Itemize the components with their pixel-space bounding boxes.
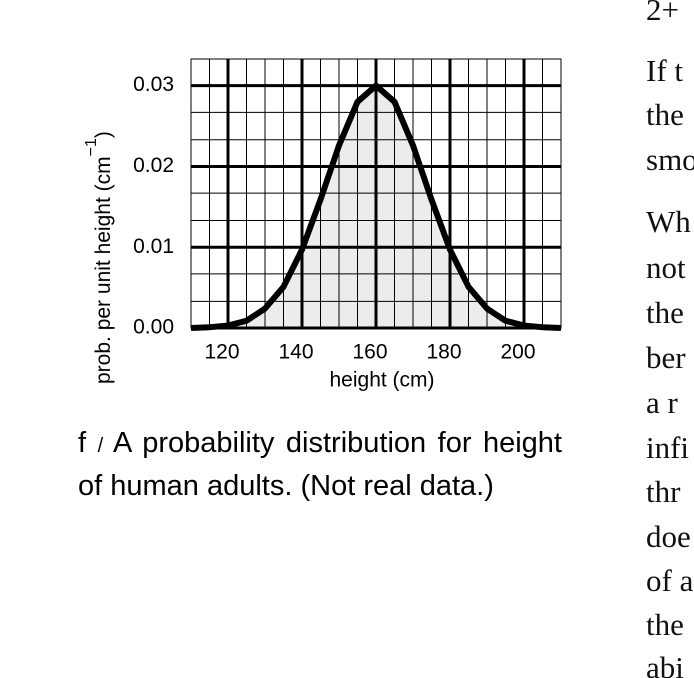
- text-line: doe: [646, 519, 691, 554]
- y-axis-label-main: prob. per unit height (cm: [92, 156, 115, 384]
- figure-caption: f / A probability distribution for heigh…: [78, 424, 562, 506]
- text-line: not: [646, 250, 686, 285]
- text-line: smo: [646, 142, 694, 177]
- chart: height (cm) prob. per unit height (cm−1)…: [83, 58, 562, 392]
- y-tick-label: 0.02: [133, 154, 174, 177]
- text-line: of a: [646, 563, 694, 598]
- text-line: If t: [646, 53, 684, 88]
- text-line: the: [646, 295, 684, 330]
- x-axis-label: height (cm): [329, 369, 434, 392]
- text-line: infi: [646, 430, 690, 465]
- y-axis-label-sup: −1: [83, 138, 100, 156]
- x-tick-label: 140: [278, 341, 313, 364]
- plot-frame: [190, 58, 562, 329]
- text-line: a r: [646, 385, 678, 420]
- y-axis-label-group: prob. per unit height (cm−1): [83, 131, 114, 384]
- caption-separator: /: [97, 435, 104, 457]
- text-line: Wh: [646, 204, 691, 239]
- caption-label: f: [78, 427, 87, 459]
- curve: [190, 82, 562, 331]
- text-line: thr: [646, 474, 681, 509]
- y-axis-label: prob. per unit height (cm−1): [83, 131, 114, 384]
- y-axis-label-end: ): [92, 131, 115, 138]
- x-tick-label: 200: [500, 341, 535, 364]
- y-tick-label: 0.01: [133, 235, 174, 258]
- x-tick-label: 180: [426, 341, 461, 364]
- text-line: abi: [646, 650, 684, 678]
- x-tick-label: 160: [352, 341, 387, 364]
- x-tick-label: 120: [204, 341, 239, 364]
- text-line: the: [646, 607, 684, 642]
- text-line: 2+: [646, 0, 679, 27]
- text-line: the: [646, 97, 684, 132]
- y-tick-label: 0.00: [133, 316, 174, 339]
- y-tick-label: 0.03: [133, 73, 174, 96]
- body-text-column: 2+ If t the smo Wh not the ber a r infi thr doe of a…: [646, 0, 694, 678]
- caption-text: A probability distribution for height of…: [78, 427, 562, 502]
- text-line: ber: [646, 340, 686, 375]
